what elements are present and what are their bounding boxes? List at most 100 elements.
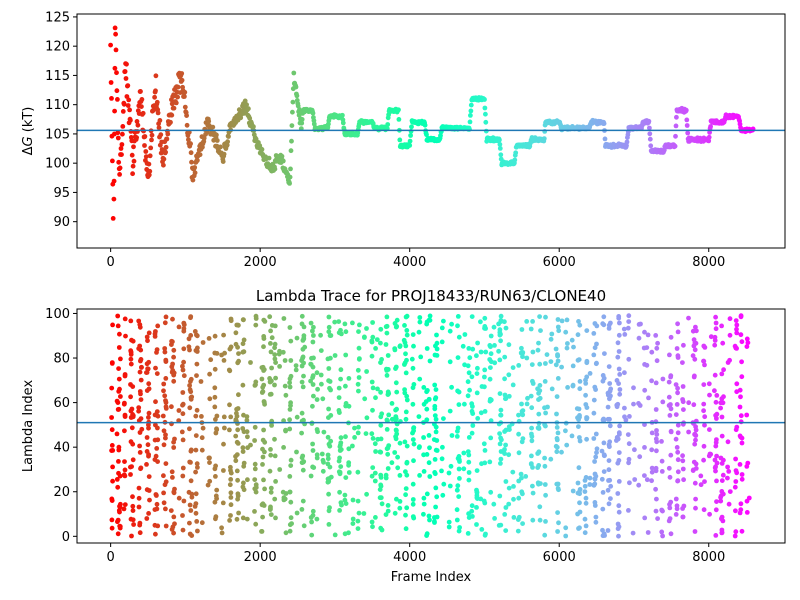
lambda-point	[213, 516, 218, 522]
delta-g-point	[112, 65, 118, 71]
lambda-point	[325, 456, 331, 462]
lambda-point	[524, 319, 530, 324]
lambda-point	[378, 326, 384, 332]
lambda-point	[733, 479, 739, 484]
lambda-point	[614, 438, 619, 443]
lambda-point	[219, 530, 225, 536]
lambda-point	[310, 464, 315, 470]
delta-g-y-tick-label: 90	[53, 215, 70, 230]
lambda-point	[236, 351, 241, 356]
lambda-point	[529, 434, 535, 439]
lambda-point	[487, 376, 493, 382]
delta-g-point	[192, 165, 198, 170]
lambda-point	[281, 445, 286, 450]
delta-g-point	[396, 107, 401, 113]
lambda-point	[152, 507, 158, 512]
lambda-point	[118, 356, 123, 362]
lambda-point	[577, 435, 582, 440]
lambda-point	[228, 414, 234, 420]
lambda-point	[488, 333, 494, 339]
lambda-point	[205, 482, 211, 488]
lambda-point	[600, 490, 606, 495]
lambda-point	[193, 413, 199, 419]
lambda-point	[326, 491, 331, 497]
lambda-point	[502, 319, 507, 325]
lambda-point	[593, 454, 599, 460]
delta-g-point	[164, 136, 170, 142]
delta-g-point	[340, 112, 345, 118]
lambda-point	[673, 512, 679, 517]
lambda-point	[594, 450, 599, 455]
lambda-point	[343, 383, 348, 389]
lambda-point	[474, 489, 480, 495]
lambda-point	[642, 329, 647, 335]
lambda-point	[734, 326, 739, 332]
delta-g-point	[112, 25, 118, 31]
lambda-point	[583, 475, 589, 480]
lambda-point	[336, 385, 342, 391]
lambda-point	[492, 360, 498, 366]
lambda-point	[145, 366, 151, 372]
lambda-point	[456, 457, 462, 463]
lambda-point	[346, 403, 352, 409]
lambda-point	[352, 435, 357, 440]
lambda-point	[693, 437, 698, 443]
lambda-point	[188, 508, 194, 513]
lambda-point	[474, 390, 480, 396]
delta-g-point	[310, 110, 316, 116]
delta-g-point	[201, 135, 207, 141]
lambda-point	[361, 511, 367, 516]
lambda-point	[137, 520, 143, 526]
delta-g-point	[280, 158, 286, 164]
lambda-point	[122, 467, 128, 473]
lambda-point	[690, 353, 696, 359]
lambda-point	[194, 461, 200, 467]
lambda-point	[152, 334, 158, 339]
delta-g-point	[246, 106, 251, 112]
lambda-point	[674, 402, 680, 407]
delta-g-point	[673, 133, 678, 139]
lambda-point	[491, 501, 497, 507]
lambda-point	[654, 432, 660, 437]
lambda-point	[109, 448, 114, 453]
lambda-point	[681, 342, 686, 348]
lambda-point	[337, 489, 342, 495]
lambda-point	[127, 464, 133, 470]
lambda-point	[537, 517, 543, 523]
lambda-point	[516, 363, 522, 368]
lambda-point	[432, 457, 438, 462]
lambda-point	[235, 427, 241, 433]
lambda-point	[496, 321, 501, 327]
lambda-point	[287, 384, 293, 390]
lambda-point	[373, 346, 378, 351]
lambda-point	[734, 322, 740, 328]
delta-g-point	[184, 122, 190, 128]
lambda-point	[260, 454, 266, 460]
delta-g-point	[179, 71, 185, 76]
lambda-point	[300, 453, 306, 459]
delta-g-point	[112, 108, 117, 114]
lambda-point	[397, 499, 403, 504]
lambda-point	[377, 495, 383, 501]
delta-g-point	[483, 119, 489, 125]
lambda-point	[221, 468, 226, 473]
lambda-point	[228, 502, 234, 508]
lambda-point	[502, 429, 507, 434]
lambda-point	[235, 477, 241, 483]
lambda-point	[300, 355, 305, 361]
lambda-point	[227, 518, 233, 523]
lambda-point	[712, 388, 717, 394]
lambda-y-tick-label: 40	[53, 441, 70, 456]
delta-g-point	[424, 132, 429, 138]
lambda-point	[649, 465, 655, 471]
lambda-point	[454, 507, 460, 513]
delta-g-point	[134, 135, 140, 141]
lambda-point	[691, 459, 697, 465]
lambda-point	[439, 325, 445, 331]
lambda-point	[701, 457, 706, 463]
lambda-point	[170, 475, 175, 480]
lambda-point	[128, 394, 134, 400]
lambda-point	[701, 382, 707, 387]
lambda-point	[487, 459, 493, 465]
lambda-point	[228, 513, 233, 518]
